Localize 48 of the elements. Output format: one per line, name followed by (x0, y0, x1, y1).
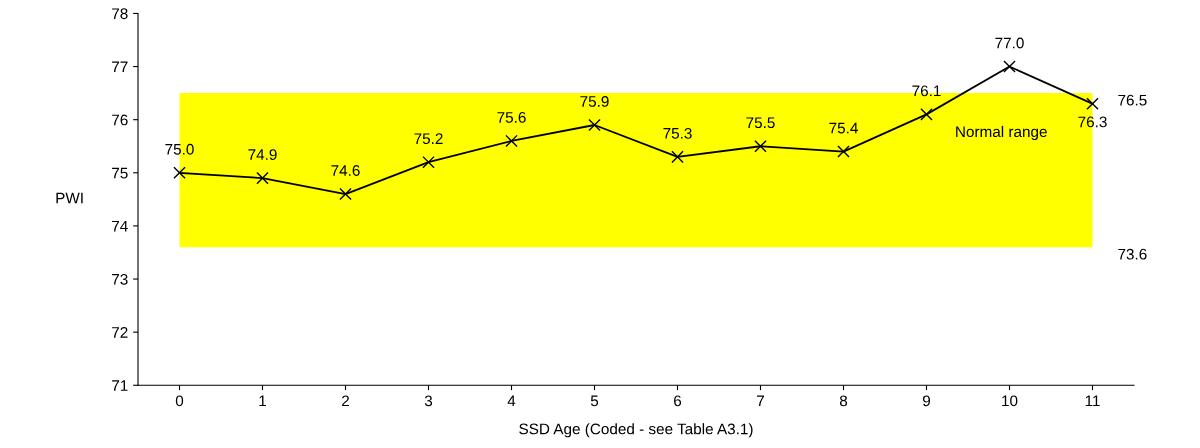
point (1086, 97, 1099, 110)
point (173, 166, 186, 180)
text: 75.6 (497, 111, 526, 123)
band-label: Normal range (956, 125, 1047, 141)
y-tick-label: 73 (112, 273, 128, 285)
point (754, 139, 767, 153)
text: 75.0 (165, 143, 194, 155)
annotation: 73.6 (1118, 248, 1147, 260)
text: 75.5 (746, 117, 775, 129)
y-tick-label: 72 (112, 327, 128, 338)
x-tick-label: 11 (1085, 395, 1100, 407)
point (588, 118, 601, 132)
text: 75.4 (829, 122, 858, 134)
text: 74.6 (331, 165, 360, 176)
x-tick-label: 2 (342, 395, 349, 407)
x-axis-title: SSD Age (Coded - see Table A3.1) (519, 423, 753, 438)
text: 75.9 (580, 96, 609, 107)
x-tick-label: 3 (424, 395, 433, 407)
point (920, 108, 933, 121)
x-tick-label: 6 (674, 395, 682, 407)
point (256, 171, 269, 185)
x-tick-label: 8 (839, 395, 848, 407)
y-tick-label: 76 (112, 114, 128, 126)
point (671, 150, 684, 164)
point (505, 134, 518, 148)
y-tick-label: 78 (112, 8, 128, 20)
y-tick-label: 75 (112, 167, 128, 179)
point (1003, 60, 1016, 73)
x-tick-label: 9 (922, 395, 931, 407)
point (339, 187, 352, 201)
x-tick-label: 4 (507, 395, 516, 407)
y-tick-label: 71 (112, 380, 128, 391)
y-axis-title: PWI (56, 192, 83, 204)
text: 76.3 (1078, 116, 1107, 128)
y-tick-label: 77 (112, 61, 128, 73)
y-tick-label: 74 (112, 220, 128, 232)
point (837, 145, 850, 158)
text: 77.0 (995, 37, 1024, 49)
text: 75.3 (663, 127, 692, 139)
x-tick-label: 1 (259, 395, 266, 407)
x-tick-label: 10 (1002, 395, 1018, 407)
x-tick-label: 7 (757, 395, 764, 407)
text: 75.2 (414, 133, 443, 145)
x-tick-label: 0 (175, 395, 184, 407)
x-tick-label: 5 (590, 395, 599, 407)
text: 74.9 (248, 149, 277, 160)
annotation: 76.5 (1118, 94, 1147, 106)
point (422, 155, 435, 169)
